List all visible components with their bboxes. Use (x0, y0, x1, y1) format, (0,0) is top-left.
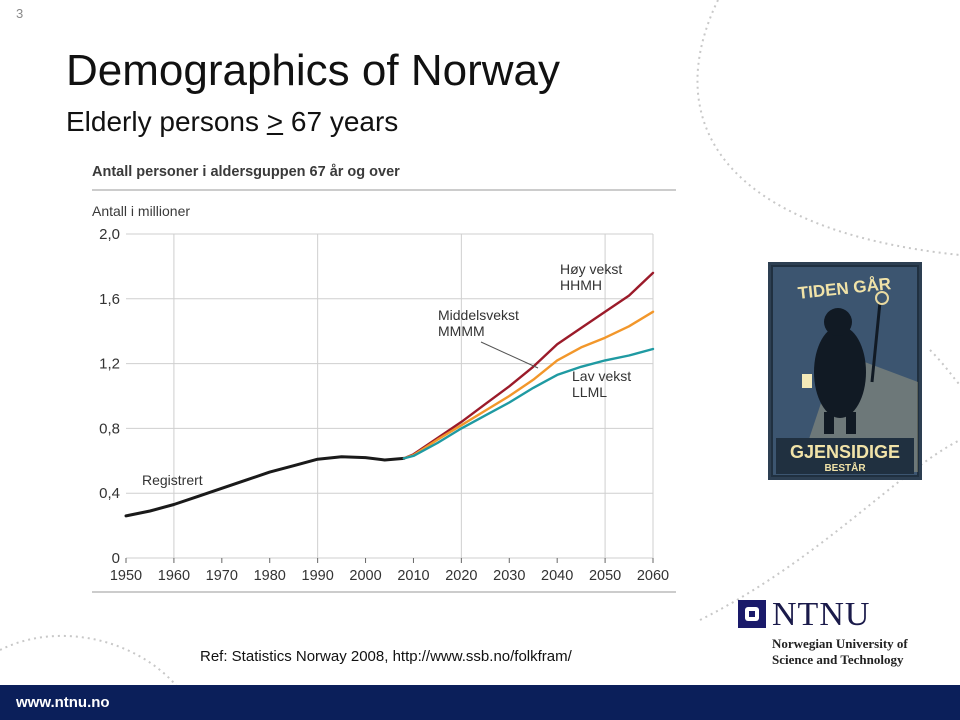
footer-url-link[interactable]: www.ntnu.no (16, 694, 110, 711)
y-tick-label: 0,4 (99, 485, 120, 502)
subtitle-prefix: Elderly persons (66, 106, 267, 137)
chart-grid (126, 233, 654, 559)
x-tick-label: 2030 (493, 568, 525, 584)
x-tick-label: 2000 (349, 568, 381, 584)
x-tick-label: 2060 (637, 568, 669, 584)
y-tick-label: 0,8 (99, 420, 120, 437)
ntnu-subtitle-line1: Norwegian University of (772, 636, 908, 651)
footer-bar: www.ntnu.no (0, 685, 960, 720)
x-tick-label: 1950 (110, 568, 142, 584)
subtitle-suffix: 67 years (283, 106, 399, 137)
label-llml: LLML (572, 384, 607, 400)
label-lav-vekst: Lav vekst (572, 368, 631, 384)
ntnu-logo-icon (738, 600, 766, 628)
x-tick-label: 2010 (397, 568, 429, 584)
x-tick-label: 2020 (445, 568, 477, 584)
slide-title: Demographics of Norway (66, 46, 560, 95)
series-line-1 (402, 271, 655, 460)
label-registrert: Registrert (142, 472, 203, 488)
label-hoy-vekst: Høy vekst (560, 261, 622, 277)
poster-bottom-sub: BESTÅR (824, 461, 866, 474)
y-tick-label: 0 (112, 550, 120, 567)
series-line-3 (402, 347, 655, 460)
slide-subtitle: Elderly persons > 67 years (66, 106, 398, 138)
label-hhmh: HHMH (560, 277, 602, 293)
label-pointer-medium (480, 341, 539, 369)
chart-title: Antall personer i aldersguppen 67 år og … (92, 164, 400, 180)
x-tick-labels: 1950 1960 1970 1980 1990 2000 2010 2020 2030 2040… (110, 558, 669, 584)
series-annotations: Registrert Høy vekst HHMH Middelsvekst M… (142, 261, 631, 488)
x-tick-label: 1960 (158, 568, 190, 584)
series-line-2 (402, 310, 655, 460)
y-tick-label: 1,6 (99, 291, 120, 308)
ntnu-wordmark: NTNU (772, 596, 871, 633)
y-tick-label: 2,0 (99, 226, 120, 243)
y-tick-labels: 0 0,4 0,8 1,2 1,6 2,0 (99, 226, 120, 567)
label-mmmm: MMMM (438, 323, 485, 339)
y-tick-label: 1,2 (99, 356, 120, 373)
x-tick-label: 1970 (206, 568, 238, 584)
gjensidige-poster-image: TIDEN GÅR GJENSIDIGE BESTÅR (768, 262, 922, 480)
x-tick-label: 2040 (541, 568, 573, 584)
poster-bottom-text: GJENSIDIGE (790, 442, 900, 462)
population-chart: Antall personer i aldersguppen 67 år og … (92, 164, 676, 593)
label-middelsvekst: Middelsvekst (438, 307, 519, 323)
subtitle-symbol: > (266, 106, 284, 137)
series-line-0 (124, 455, 406, 518)
x-tick-label: 2050 (589, 568, 621, 584)
series-lines (124, 271, 655, 518)
x-tick-label: 1990 (302, 568, 334, 584)
chart-ylabel: Antall i millioner (92, 203, 190, 219)
reference-note: Ref: Statistics Norway 2008, http://www.… (200, 648, 572, 665)
slide-number: 3 (16, 6, 24, 21)
ntnu-subtitle-line2: Science and Technology (772, 652, 904, 667)
x-tick-label: 1980 (254, 568, 286, 584)
